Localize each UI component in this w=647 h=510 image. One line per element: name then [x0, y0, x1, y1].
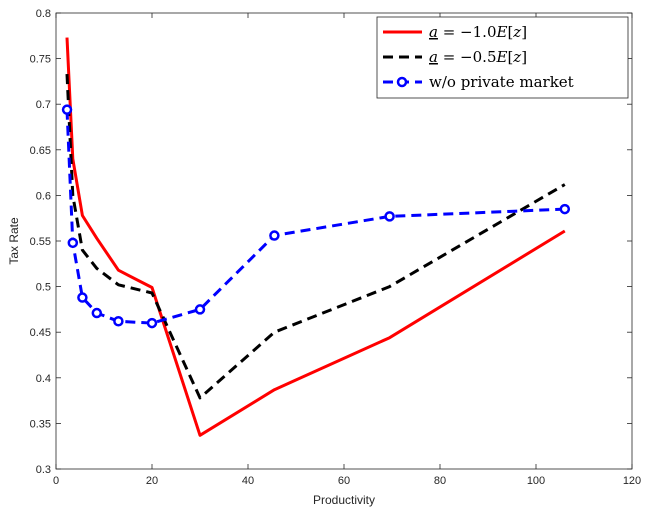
y-tick-label: 0.7	[36, 99, 51, 111]
series-point-3	[269, 230, 280, 241]
y-tick-label: 0.45	[30, 327, 51, 339]
series-point-3	[67, 237, 79, 249]
tick-layer: 0 20 40 60 80 100 120 0.3 0.35 0.4 0.45 0.5 0.55 0.6 0…	[30, 8, 642, 487]
legend-label-2: a = −0.5E[z]	[429, 48, 527, 66]
x-tick-label: 40	[242, 475, 254, 487]
y-tick-label: 0.8	[36, 8, 51, 20]
y-tick-label: 0.55	[30, 236, 51, 248]
y-tick-label: 0.65	[30, 145, 51, 157]
series-point-3	[559, 203, 571, 215]
series-point-3	[113, 316, 124, 327]
x-tick-label: 120	[623, 475, 641, 487]
x-tick-label: 80	[434, 475, 446, 487]
x-tick-label: 20	[146, 475, 158, 487]
legend: a = −1.0E[z] a = −0.5E[z] w/o private mark…	[376, 16, 629, 99]
y-tick-label: 0.75	[30, 54, 51, 66]
y-axis-label: Tax Rate	[7, 217, 21, 265]
y-tick-label: 0.3	[36, 464, 51, 476]
series-point-3	[384, 211, 395, 222]
y-tick-label: 0.6	[36, 190, 51, 202]
legend-label-1: a = −1.0E[z]	[429, 23, 527, 41]
series-line-2	[65, 74, 566, 400]
series-point-3	[91, 307, 103, 319]
series-line-1	[65, 37, 566, 437]
series-point-3	[146, 317, 158, 329]
series-point-3	[61, 104, 73, 115]
y-tick-label: 0.35	[30, 418, 51, 430]
y-tick-label: 0.5	[36, 282, 51, 294]
x-axis-label: Productivity	[313, 493, 375, 507]
x-tick-label: 0	[53, 475, 59, 487]
legend-marker-3	[396, 76, 408, 88]
legend-label-3: w/o private market	[429, 73, 574, 91]
series-layer	[61, 37, 571, 437]
x-tick-label: 100	[527, 475, 545, 487]
series-point-3	[194, 304, 206, 315]
x-tick-label: 60	[338, 475, 350, 487]
series-point-3	[77, 292, 88, 303]
y-tick-label: 0.4	[36, 373, 51, 385]
series-line-3	[65, 109, 565, 325]
